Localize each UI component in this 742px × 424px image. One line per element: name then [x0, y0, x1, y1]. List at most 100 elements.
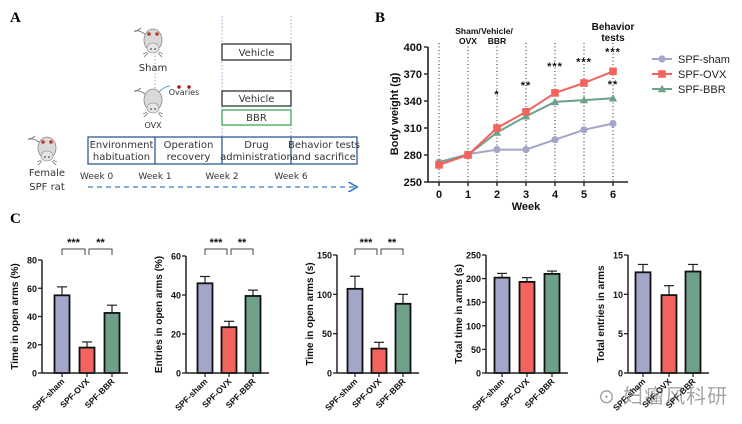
spf-rat-label: SPF rat: [29, 182, 65, 193]
event-annotation: BBR: [488, 36, 506, 46]
vehicle-sham-box: [221, 43, 292, 61]
y-tick-label: 0: [327, 369, 332, 379]
significance-marker: **: [521, 80, 532, 92]
y-axis-title: Total entries in arms: [596, 265, 607, 363]
significance-bracket: [61, 248, 86, 255]
significance-marker: *: [494, 89, 499, 101]
vehicle-ovx-box: [221, 90, 292, 107]
phase-3-line1: Drug: [244, 140, 269, 151]
y-axis-title: Total time in arms (s): [454, 264, 465, 364]
bar-sham: [196, 282, 214, 374]
ovary-dot-icon: [177, 85, 181, 89]
data-point: [580, 126, 588, 134]
significance-bracket: [88, 248, 113, 255]
bar-bbr: [244, 295, 262, 374]
panel-b-label: B: [375, 10, 385, 26]
y-tick-label: 40: [171, 291, 181, 301]
ovx-label: OVX: [144, 121, 162, 130]
y-axis-title: Body weight (g): [389, 72, 401, 155]
y-tick-label: 20: [27, 340, 37, 350]
data-point: [657, 84, 667, 93]
y-tick-label: 0: [476, 369, 481, 379]
y-tick-label: 0: [618, 369, 623, 379]
significance-marker: **: [238, 237, 247, 249]
data-point: [493, 146, 501, 154]
significance-bracket: [204, 248, 228, 255]
y-tick-label: 50: [471, 345, 481, 355]
x-tick-label: 4: [552, 189, 559, 201]
data-point: [521, 112, 531, 120]
significance-marker: **: [608, 79, 619, 91]
y-tick-label: 10: [613, 290, 623, 300]
y-axis-title: Time in open arms (s): [305, 262, 316, 365]
female-rat-icon: [28, 135, 58, 166]
event-annotation: Sham/: [455, 26, 481, 36]
bar-bbr: [394, 302, 412, 374]
x-tick-label: 5: [581, 189, 587, 201]
week-6-label: Week 6: [274, 172, 308, 182]
significance-marker: **: [388, 237, 397, 249]
data-point: [551, 136, 559, 144]
sham-rat-icon: [134, 27, 164, 58]
significance-bracket: [230, 248, 254, 255]
data-point: [550, 97, 560, 106]
y-tick-label: 200: [466, 274, 481, 284]
week-0-label: Week 0: [80, 172, 114, 182]
data-point: [551, 89, 559, 97]
watermark: ⊙ 妇瘤风科研: [598, 384, 729, 408]
significance-marker: ***: [605, 47, 621, 59]
sham-label: Sham: [139, 63, 168, 74]
y-axis-title: Time in open arms (%): [10, 263, 21, 370]
data-point: [435, 161, 443, 169]
significance-marker: ***: [210, 237, 224, 249]
panel-b-body-weight-chart: B 250 280 310 340 370 400 0 1 2 3 4 5 6 Sham/OVX Vehi…: [375, 10, 730, 213]
panel-a-timeline: A Sham Ovaries OVX: [10, 10, 360, 193]
data-point: [464, 151, 472, 159]
y-tick-label: 400: [404, 42, 422, 54]
data-point: [522, 108, 530, 116]
x-tick-label: 2: [494, 189, 500, 201]
ovx-rat-icon: [134, 85, 171, 118]
data-point: [522, 146, 530, 154]
x-axis-title: Week: [512, 201, 541, 213]
week-1-label: Week 1: [138, 172, 171, 182]
bbr-box: [221, 109, 292, 126]
significance-marker: ***: [67, 237, 81, 249]
ovary-dot-icon: [187, 85, 191, 89]
significance-marker: ***: [547, 61, 563, 73]
y-tick-label: 60: [27, 284, 37, 294]
bar-ovx: [370, 347, 388, 374]
bar-sham: [346, 287, 364, 374]
bar-chart-c4: SPF-shamSPF-OVXSPF-BBR050100150200250Tot…: [454, 251, 568, 413]
phase-4-line2: and sacrifice: [292, 152, 356, 163]
y-tick-label: 100: [466, 321, 481, 331]
ovaries-label: Ovaries: [169, 88, 200, 97]
significance-marker: ***: [576, 56, 592, 68]
y-tick-label: 250: [404, 177, 422, 189]
data-point: [609, 119, 617, 128]
x-tick-label: 3: [523, 189, 529, 201]
significance-marker: **: [96, 237, 105, 249]
vehicle-ovx-label: Vehicle: [239, 94, 275, 105]
bar-ovx: [660, 294, 678, 374]
bar-bbr: [543, 272, 561, 374]
y-tick-label: 340: [404, 96, 422, 108]
significance-marker: ***: [360, 237, 374, 249]
y-tick-label: 50: [322, 329, 332, 339]
phase-1-line1: Environment: [90, 140, 154, 151]
legend-label-bbr: SPF-BBR: [678, 84, 726, 96]
bbr-label: BBR: [246, 113, 267, 124]
panel-c-label: C: [10, 211, 21, 227]
y-tick-label: 250: [466, 251, 481, 261]
y-tick-label: 280: [404, 150, 422, 162]
female-label: Female: [29, 168, 65, 179]
event-annotation: OVX: [459, 36, 477, 46]
significance-bracket: [380, 248, 404, 255]
y-tick-label: 150: [466, 298, 481, 308]
y-tick-label: 15: [613, 251, 623, 261]
bar-bbr: [103, 312, 121, 374]
event-annotation: Vehicle/: [481, 26, 513, 36]
